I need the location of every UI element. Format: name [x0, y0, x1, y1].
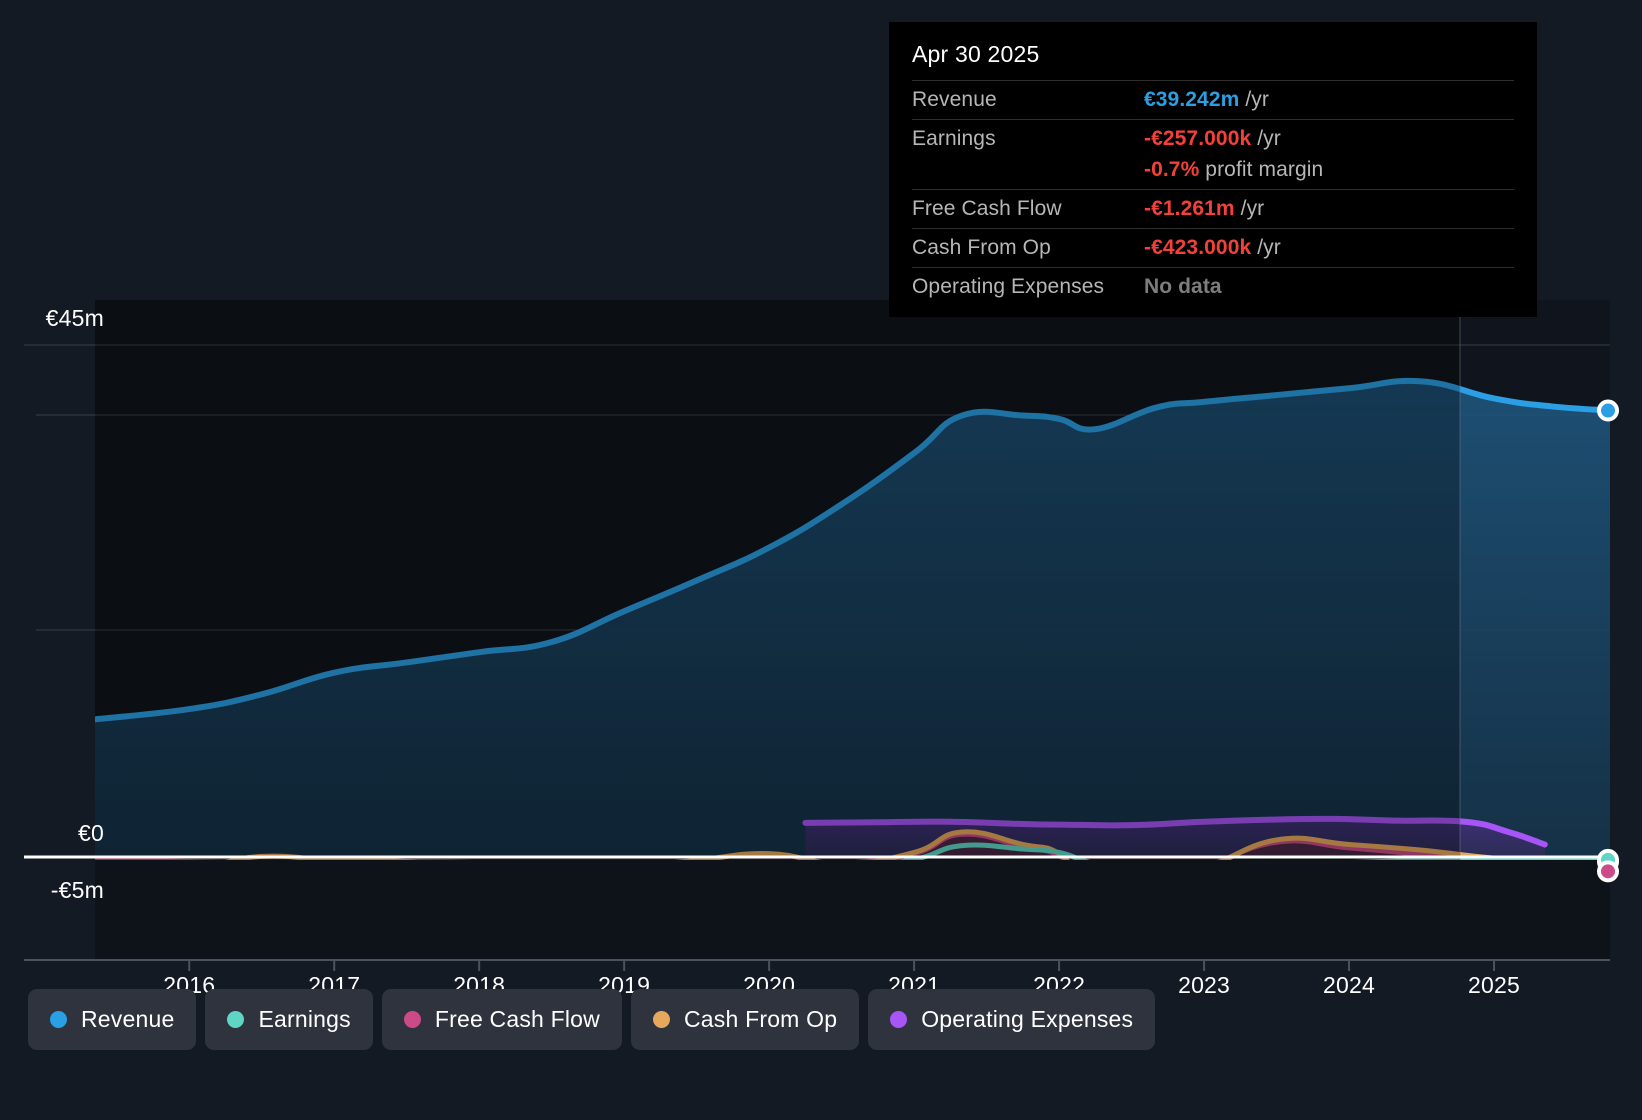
legend-color-dot-icon	[50, 1011, 67, 1028]
tooltip-row: Cash From Op -€423.000k /yr	[912, 228, 1514, 268]
x-axis-label-2023: 2023	[1178, 972, 1231, 998]
tooltip-row: -0.7% profit margin	[912, 158, 1514, 190]
y-axis-label-zero: €0	[78, 820, 104, 846]
tooltip-row-unit: /yr	[1239, 88, 1269, 111]
y-axis-label-max: €45m	[45, 305, 104, 331]
tooltip-row-label: Free Cash Flow	[912, 189, 1144, 229]
tooltip-row-value: No data	[1144, 267, 1514, 306]
tooltip-row-number: -€423.000k	[1144, 236, 1252, 259]
line-operating-expenses	[802, 815, 1548, 848]
legend-color-dot-icon	[403, 1011, 421, 1028]
series-layer	[95, 377, 1610, 860]
legend-item-label: Earnings	[258, 1006, 351, 1032]
plot-background-negative	[95, 857, 1610, 960]
tooltip-row: Operating Expenses No data	[912, 267, 1514, 306]
tooltip-date: Apr 30 2025	[912, 41, 1040, 67]
chart-legend[interactable]: Revenue Earnings Free Cash Flow Cash From O…	[28, 989, 1156, 1050]
legend-color-dot-icon	[890, 1011, 908, 1028]
x-axis-label-2024: 2024	[1323, 972, 1376, 998]
tooltip-row-label: Cash From Op	[912, 228, 1144, 268]
legend-item-label: Operating Expenses	[921, 1006, 1134, 1032]
legend-item-free-cash-flow[interactable]: Free Cash Flow	[381, 989, 622, 1050]
tooltip-row-number: -0.7%	[1144, 158, 1200, 181]
endpoint-marker-revenue	[1597, 399, 1619, 422]
tooltip-row-value: -€423.000k /yr	[1144, 228, 1514, 268]
legend-item-label: Cash From Op	[684, 1006, 838, 1032]
line-cash-from-op	[224, 829, 1610, 860]
tooltip-row-unit: /yr	[1251, 236, 1281, 259]
tooltip-row-value: €39.242m /yr	[1144, 80, 1514, 120]
tooltip-row-value: -0.7% profit margin	[1144, 158, 1514, 190]
legend-color-dot-icon	[227, 1011, 245, 1028]
legend-item-cash-from-op[interactable]: Cash From Op	[631, 989, 860, 1050]
x-axis-label-2025: 2025	[1468, 972, 1520, 998]
legend-item-operating-expenses[interactable]: Operating Expenses	[868, 989, 1156, 1050]
y-axis-label-min: -€5m	[50, 877, 104, 903]
series-end-markers	[1597, 399, 1619, 883]
endpoint-marker-free-cash-flow	[1597, 860, 1619, 883]
tooltip-row-number: No data	[1144, 275, 1222, 298]
line-earnings	[896, 842, 1610, 860]
x-axis-ticks	[188, 960, 1496, 971]
legend-color-dot-icon	[653, 1011, 670, 1028]
tooltip-row-label	[912, 158, 1144, 190]
tooltip-row-label: Operating Expenses	[912, 267, 1144, 306]
tooltip-row: Revenue €39.242m /yr	[912, 80, 1514, 120]
line-revenue	[95, 377, 1610, 723]
tooltip-row-unit: /yr	[1251, 127, 1281, 150]
tooltip-row: Free Cash Flow -€1.261m /yr	[912, 189, 1514, 229]
legend-item-label: Revenue	[81, 1006, 175, 1032]
tooltip-row: Earnings -€257.000k /yr	[912, 119, 1514, 158]
legend-item-label: Free Cash Flow	[434, 1006, 600, 1032]
tooltip-row-label: Earnings	[912, 119, 1144, 158]
period-dim-overlay	[95, 300, 1460, 860]
chart-tooltip: Apr 30 2025 Revenue €39.242m /yr Earnings -…	[889, 22, 1537, 317]
tooltip-row-number: €39.242m	[1144, 88, 1240, 111]
tooltip-row-label: Revenue	[912, 80, 1144, 120]
tooltip-row-unit: profit margin	[1199, 158, 1324, 181]
tooltip-row-value: -€1.261m /yr	[1144, 189, 1514, 229]
tooltip-row-unit: /yr	[1234, 197, 1265, 220]
legend-item-revenue[interactable]: Revenue	[28, 989, 197, 1050]
legend-item-earnings[interactable]: Earnings	[205, 989, 373, 1050]
area-fill-revenue	[95, 380, 1610, 857]
tooltip-row-number: -€257.000k	[1144, 127, 1252, 150]
tooltip-row-value: -€257.000k /yr	[1144, 119, 1514, 158]
tooltip-table: Revenue €39.242m /yr Earnings -€257.000k /y…	[912, 80, 1514, 306]
tooltip-row-number: -€1.261m	[1144, 197, 1235, 220]
